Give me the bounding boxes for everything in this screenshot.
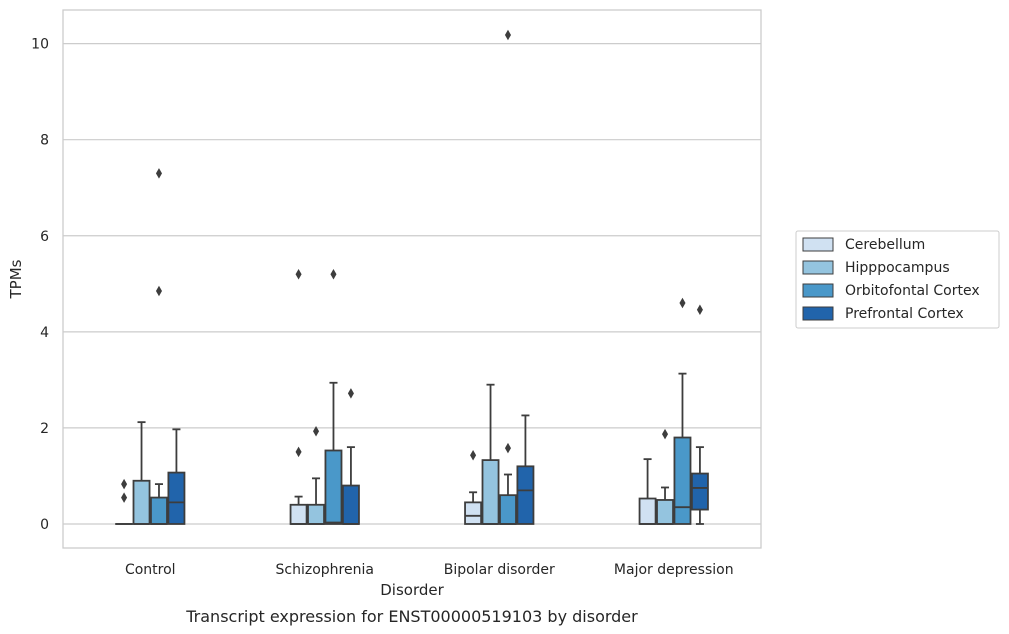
outlier-point [347, 388, 354, 399]
box-0-2 [150, 168, 168, 525]
outlier-point [504, 442, 511, 454]
y-tick-label: 0 [40, 517, 49, 533]
y-tick-labels: 0 2 4 6 8 10 [31, 37, 49, 533]
outlier-point [662, 428, 669, 440]
iqr-box [673, 436, 692, 525]
iqr-box [638, 497, 657, 525]
box-1-0 [289, 268, 308, 525]
outlier-point [330, 268, 337, 280]
box-2-1 [481, 383, 500, 525]
box-0-1 [132, 421, 151, 525]
box-2-3 [516, 414, 535, 525]
iqr-box [481, 459, 500, 525]
iqr-box [150, 496, 168, 525]
x-tick-label: Schizophrenia [276, 562, 374, 578]
iqr-box [499, 494, 517, 525]
legend-swatch [802, 283, 834, 298]
legend-swatch [802, 306, 834, 321]
chart-caption: Transcript expression for ENST0000051910… [185, 607, 638, 626]
box-1-1 [307, 426, 325, 525]
box-3-1 [656, 428, 674, 525]
legend: Cerebellum Hipppocampus Orbitofontal Corte… [795, 230, 1000, 329]
outlier-point [295, 268, 302, 280]
x-tick-label: Bipolar disorder [444, 562, 555, 578]
y-tick-label: 8 [40, 133, 49, 149]
y-tick-label: 6 [40, 229, 49, 245]
outlier-point [679, 297, 686, 309]
legend-swatch [802, 237, 834, 252]
outlier-point [313, 426, 320, 437]
iqr-box [341, 484, 360, 525]
box-1-3 [341, 388, 360, 525]
iqr-box [132, 479, 151, 525]
box-2-0 [464, 450, 483, 525]
iqr-box [324, 449, 343, 525]
outlier-point [121, 492, 128, 503]
box-0-0 [115, 478, 134, 525]
x-tick-labels: Control Schizophrenia Bipolar disorder Majo… [125, 562, 734, 578]
legend-frame [795, 230, 1000, 329]
iqr-box [464, 501, 483, 525]
outlier-point [155, 285, 162, 297]
plot-frame [62, 9, 762, 549]
x-tick-label: Control [125, 562, 176, 578]
box-0-3 [167, 428, 186, 525]
boxes [115, 29, 709, 525]
box-1-2 [324, 268, 343, 525]
legend-label: Prefrontal Cortex [845, 306, 964, 322]
outlier-point [155, 168, 162, 179]
iqr-box [516, 465, 535, 525]
box-3-3 [690, 304, 709, 525]
box-2-2 [499, 29, 517, 525]
y-tick-label: 4 [40, 325, 49, 341]
legend-label: Cerebellum [845, 237, 925, 253]
iqr-box [167, 471, 186, 525]
legend-label: Orbitofontal Cortex [845, 283, 980, 299]
y-tick-label: 2 [40, 421, 49, 437]
y-axis-title: TPMs [7, 259, 25, 299]
x-tick-label: Major depression [614, 562, 734, 578]
box-3-2 [673, 297, 692, 525]
iqr-box [307, 503, 325, 525]
legend-swatch [802, 260, 834, 275]
legend-label: Hipppocampus [845, 260, 950, 276]
outlier-point [696, 304, 703, 315]
outlier-point [121, 478, 128, 490]
outlier-point [504, 29, 511, 41]
box-3-0 [638, 458, 657, 525]
iqr-box [690, 472, 709, 511]
outlier-point [470, 450, 477, 461]
iqr-box [656, 499, 674, 525]
outlier-point [295, 446, 302, 458]
x-axis-title: Disorder [380, 581, 444, 599]
iqr-box [289, 503, 308, 525]
y-tick-label: 10 [31, 37, 49, 53]
